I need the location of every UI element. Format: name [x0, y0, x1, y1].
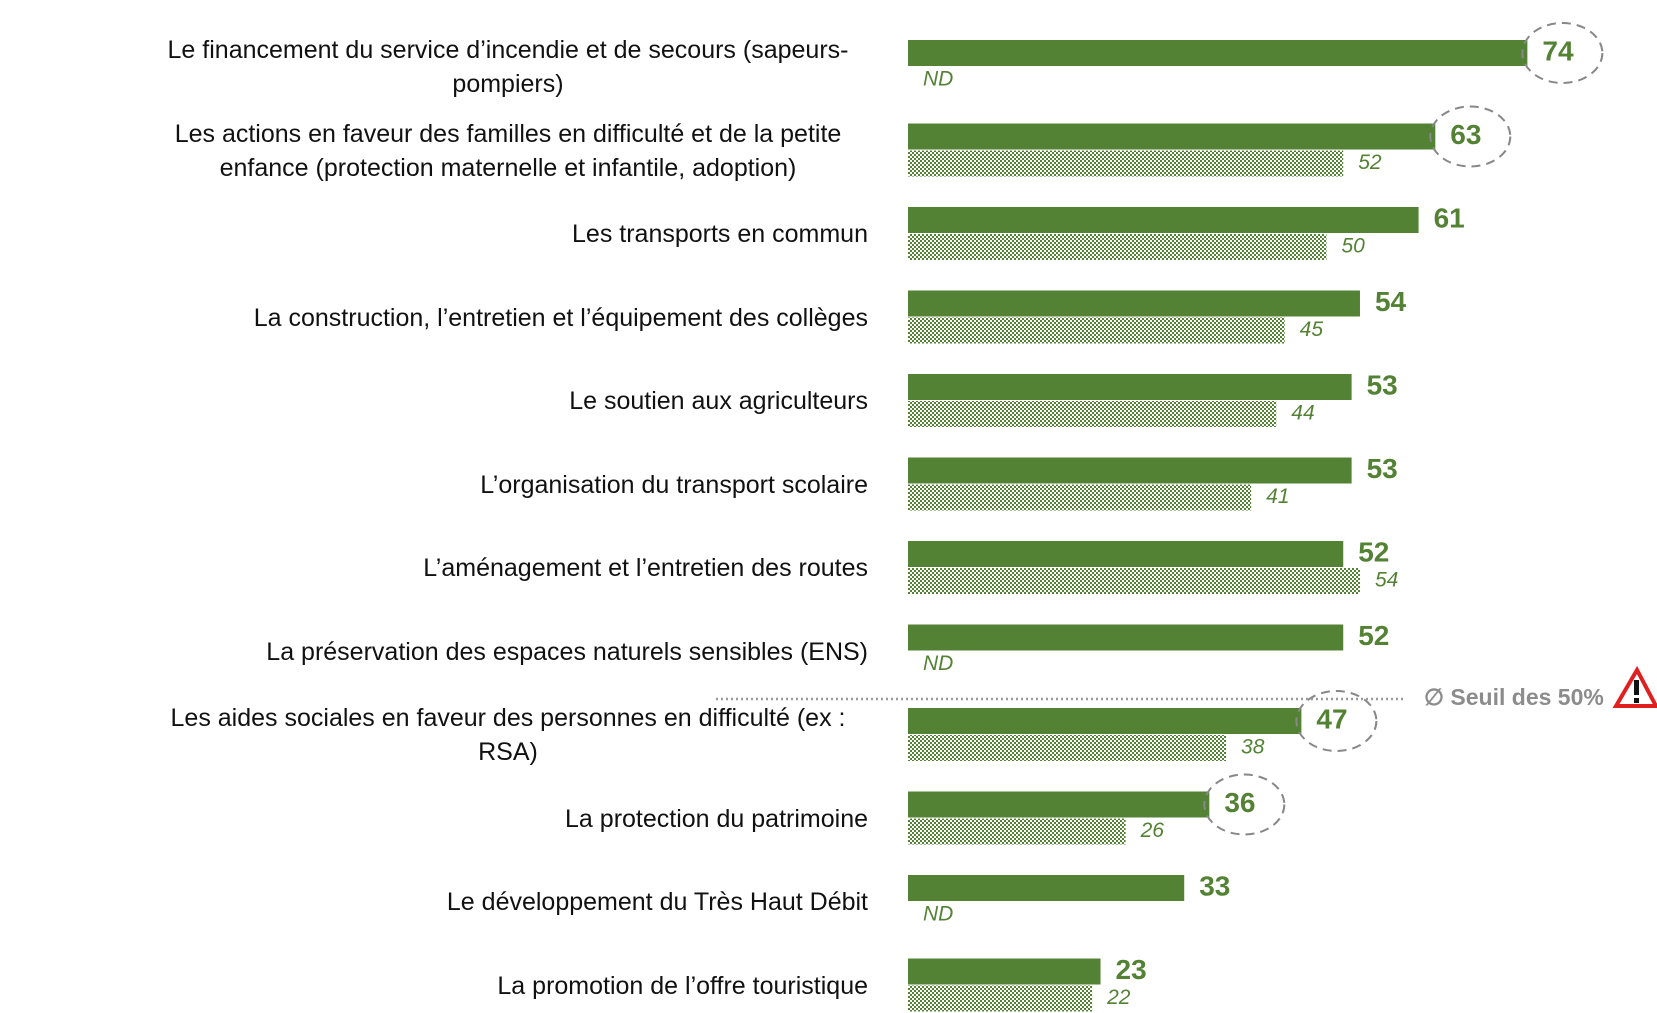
category-label: Le financement du service d’incendie et …	[167, 36, 849, 98]
value-label: 53	[1367, 453, 1398, 484]
category-label-box: La préservation des espaces naturels sen…	[0, 610, 868, 694]
value-label: 47	[1316, 703, 1347, 734]
bar-previous	[908, 568, 1360, 594]
value-label: 54	[1375, 569, 1398, 592]
value-label: ND	[923, 903, 953, 926]
value-label: 61	[1434, 202, 1465, 233]
category-label-box: Le développement du Très Haut Débit	[0, 860, 868, 944]
bar-previous	[908, 317, 1285, 344]
category-label-box: L’organisation du transport scolaire	[0, 443, 868, 527]
highlight-circle	[1521, 22, 1604, 84]
value-label: 52	[1358, 151, 1382, 174]
category-label: Les transports en commun	[572, 220, 868, 248]
bar-previous	[908, 234, 1327, 260]
category-label-box: La protection du patrimoine	[0, 777, 868, 861]
category-label: Les aides sociales en faveur des personn…	[170, 704, 846, 766]
bar	[908, 374, 1352, 400]
value-label: 53	[1367, 369, 1398, 400]
category-label-box: Le soutien aux agriculteurs	[0, 359, 868, 443]
value-label: 74	[1542, 35, 1574, 66]
bar	[908, 875, 1185, 901]
highlight-circle	[1203, 773, 1286, 836]
category-label-box: Les aides sociales en faveur des personn…	[0, 693, 868, 777]
threshold-label: ∅ Seuil des 50%	[1424, 684, 1604, 710]
value-label: ND	[923, 68, 953, 91]
value-label: 33	[1199, 870, 1230, 901]
value-label: 44	[1291, 402, 1314, 425]
bar	[908, 207, 1419, 233]
bar	[908, 40, 1528, 66]
bar-previous	[908, 150, 1344, 177]
bar-previous	[908, 735, 1227, 761]
category-label-box: Les transports en commun	[0, 192, 868, 276]
value-label: 41	[1266, 485, 1289, 508]
bar	[908, 791, 1210, 818]
bar-previous	[908, 818, 1126, 845]
value-label: 45	[1300, 318, 1324, 341]
bar-previous	[908, 484, 1252, 511]
highlight-circle	[1295, 690, 1378, 752]
value-label: 23	[1116, 954, 1147, 985]
category-label-box: La construction, l’entretien et l’équipe…	[0, 276, 868, 360]
value-label: 26	[1140, 819, 1165, 842]
bar-previous	[908, 985, 1093, 1012]
bar	[908, 290, 1360, 317]
bar	[908, 708, 1302, 734]
category-label: La construction, l’entretien et l’équipe…	[253, 303, 868, 332]
bar	[908, 958, 1101, 985]
value-label: 52	[1358, 536, 1389, 567]
category-label-box: Le financement du service d’incendie et …	[0, 25, 868, 109]
category-label: L’organisation du transport scolaire	[480, 470, 868, 499]
value-label: ND	[923, 652, 953, 675]
category-label: La protection du patrimoine	[565, 804, 868, 833]
value-label: 22	[1106, 986, 1131, 1009]
category-label-box: L’aménagement et l’entretien des routes	[0, 526, 868, 610]
highlight-circle	[1429, 105, 1512, 168]
category-label: Le soutien aux agriculteurs	[569, 387, 868, 415]
bar	[908, 541, 1344, 567]
category-label-box: Les actions en faveur des familles en di…	[0, 109, 868, 193]
category-label-box: La promotion de l’offre touristique	[0, 944, 868, 1013]
category-label: La préservation des espaces naturels sen…	[266, 637, 868, 666]
bar	[908, 624, 1344, 651]
value-label: 50	[1342, 235, 1366, 258]
bar	[908, 123, 1436, 150]
bar-previous	[908, 401, 1277, 427]
value-label: 54	[1375, 286, 1407, 317]
value-label: 38	[1241, 736, 1265, 759]
bar	[908, 457, 1352, 484]
category-label: Le développement du Très Haut Débit	[446, 888, 868, 916]
value-label: 36	[1224, 787, 1255, 818]
value-label: 63	[1450, 119, 1481, 150]
category-label: L’aménagement et l’entretien des routes	[423, 554, 868, 582]
warning-icon	[1612, 665, 1657, 708]
category-label: Les actions en faveur des familles en di…	[174, 119, 842, 182]
value-label: 52	[1358, 620, 1389, 651]
category-label: La promotion de l’offre touristique	[497, 971, 868, 1000]
